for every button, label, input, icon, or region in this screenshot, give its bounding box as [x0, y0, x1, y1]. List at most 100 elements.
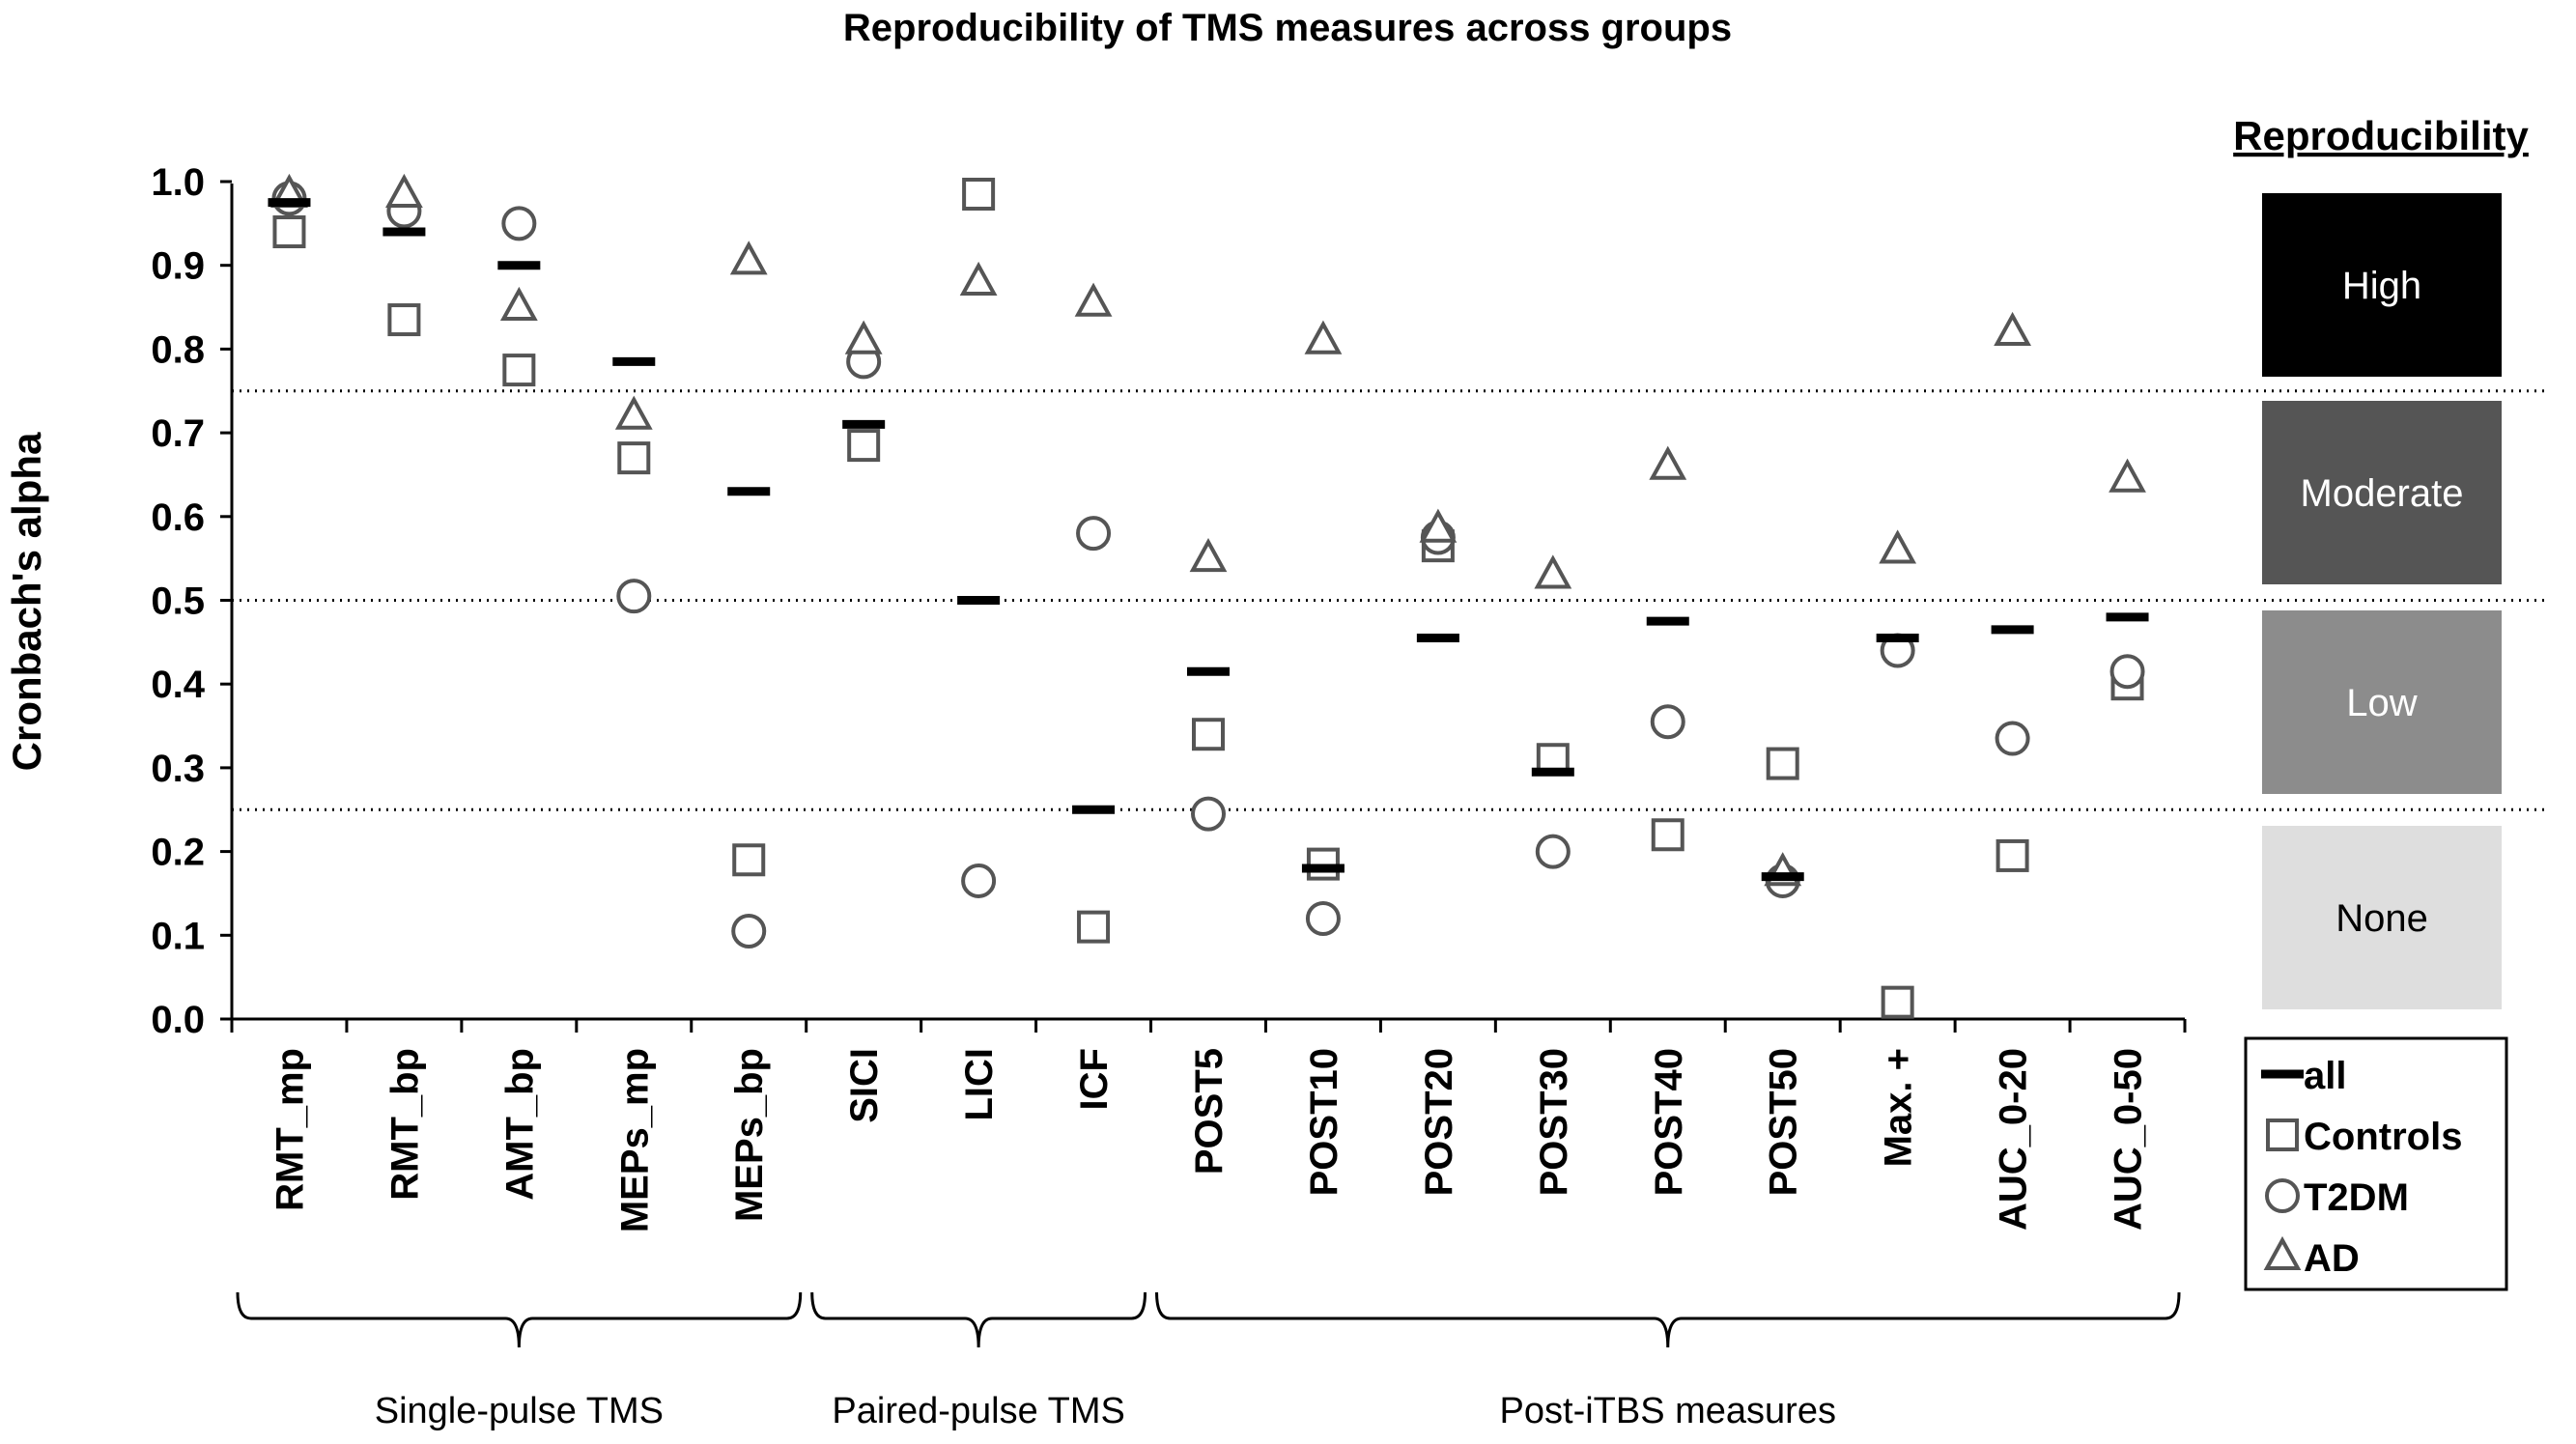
x-tick-label: SICI — [843, 1048, 886, 1123]
x-tick-label: Max. + — [1878, 1048, 1920, 1167]
point-ad — [614, 395, 653, 430]
point-ad — [1304, 320, 1343, 354]
y-tick-label: 0.4 — [151, 664, 205, 706]
point-t2dm — [2109, 654, 2145, 690]
y-tick-label: 0.9 — [151, 245, 205, 288]
x-tick-label: RMT_mp — [269, 1048, 311, 1211]
point-ad — [2109, 458, 2146, 493]
point-controls — [1881, 985, 1914, 1019]
chart-title: Reproducibility of TMS measures across g… — [843, 7, 1732, 49]
threshold-lines — [232, 389, 2550, 811]
point-t2dm — [616, 579, 652, 614]
x-tick-label: POST20 — [1418, 1048, 1460, 1196]
point-ad — [1074, 282, 1113, 317]
group-brace — [1155, 1291, 2181, 1348]
x-tick-label: AUC_0-50 — [2108, 1048, 2150, 1231]
legend-triangle-icon — [2263, 1235, 2302, 1270]
x-tick-label: AMT_bp — [498, 1048, 541, 1201]
x-tick-label: POST10 — [1303, 1048, 1345, 1196]
point-ad — [959, 261, 998, 297]
band-none — [2262, 826, 2502, 1009]
point-ad — [1994, 311, 2031, 347]
point-controls — [502, 354, 536, 387]
y-axis-label: Cronbach's alpha — [4, 432, 49, 771]
point-controls — [617, 441, 651, 475]
group-label: Post-iTBS measures — [1500, 1391, 1836, 1431]
group-label: Single-pulse TMS — [375, 1391, 664, 1431]
point-ad — [1419, 508, 1458, 543]
category-groups: Single-pulse TMS Paired-pulse TMS Post-iTB… — [236, 1291, 2181, 1431]
y-tick-label: 0.3 — [151, 748, 205, 790]
x-tick-label: RMT_bp — [383, 1048, 426, 1201]
point-controls — [1996, 838, 2029, 872]
x-tick-label: POST50 — [1763, 1048, 1805, 1196]
band-moderate — [2262, 401, 2502, 584]
point-t2dm — [501, 206, 537, 241]
x-tick-label: POST5 — [1188, 1048, 1231, 1175]
data-marks — [268, 173, 2149, 1019]
y-tick-label: 0.0 — [151, 999, 205, 1041]
point-controls — [272, 215, 306, 249]
group-label: Paired-pulse TMS — [832, 1391, 1124, 1431]
point-t2dm — [1650, 704, 1685, 740]
x-tick-label: MEPs_bp — [728, 1048, 771, 1222]
legend-circle-icon — [2265, 1178, 2300, 1213]
y-tick-label: 0.8 — [151, 328, 205, 371]
band-label: Low — [2346, 682, 2417, 724]
band-high — [2262, 193, 2502, 377]
x-ticks: RMT_mp RMT_bp AMT_bp MEPs_mp MEPs_bp SICI LICI… — [230, 1019, 2187, 1232]
legend-label: all — [2304, 1055, 2346, 1097]
y-ticks: 0.0 0.1 0.2 0.3 0.4 0.5 0.6 0.7 0.8 0.9 1.0 — [151, 161, 232, 1041]
point-ad — [729, 241, 768, 275]
band-label: None — [2335, 897, 2428, 940]
point-ad — [844, 320, 883, 354]
point-ad — [1879, 529, 1917, 564]
legend-square-icon — [2266, 1118, 2299, 1151]
reproducibility-title: Reproducibility — [2233, 113, 2529, 158]
point-controls — [1651, 818, 1684, 852]
point-t2dm — [1305, 900, 1341, 936]
y-tick-label: 0.7 — [151, 412, 205, 455]
group-brace — [236, 1291, 803, 1348]
y-tick-label: 0.2 — [151, 832, 205, 874]
legend-label: T2DM — [2304, 1176, 2409, 1219]
point-controls — [1192, 718, 1225, 751]
y-tick-label: 0.6 — [151, 496, 205, 539]
legend-label: AD — [2304, 1237, 2360, 1280]
legend-label: Controls — [2304, 1116, 2462, 1158]
point-t2dm — [731, 913, 767, 949]
point-ad — [499, 286, 538, 322]
x-tick-label: AUC_0-20 — [1993, 1048, 2035, 1231]
x-tick-label: POST40 — [1648, 1048, 1690, 1196]
y-tick-label: 0.1 — [151, 915, 205, 957]
point-controls — [1077, 910, 1111, 944]
point-controls — [847, 429, 881, 463]
point-t2dm — [1191, 796, 1226, 832]
band-label: Moderate — [2301, 472, 2464, 515]
point-controls — [1766, 747, 1799, 780]
point-controls — [962, 178, 996, 212]
point-ad — [1534, 554, 1572, 589]
reproducibility-bands: High Moderate Low None — [2262, 193, 2502, 1009]
x-tick-label: LICI — [958, 1048, 1001, 1121]
point-controls — [387, 303, 421, 337]
point-t2dm — [1535, 834, 1571, 869]
point-ad — [1189, 538, 1228, 573]
band-label: High — [2342, 265, 2421, 307]
legend: all Controls T2DM AD — [2244, 1036, 2508, 1291]
x-tick-label: ICF — [1073, 1048, 1116, 1110]
x-tick-label: POST30 — [1533, 1048, 1575, 1196]
point-ad — [385, 173, 423, 209]
legend-box — [2244, 1036, 2508, 1291]
group-brace — [810, 1291, 1147, 1348]
point-controls — [732, 843, 766, 877]
point-t2dm — [1995, 721, 2030, 756]
point-t2dm — [1076, 516, 1112, 552]
y-tick-label: 0.5 — [151, 580, 205, 623]
x-tick-label: MEPs_mp — [613, 1048, 656, 1232]
band-low — [2262, 610, 2502, 794]
y-tick-label: 1.0 — [151, 161, 205, 204]
point-ad — [1649, 445, 1687, 480]
point-t2dm — [961, 863, 997, 898]
